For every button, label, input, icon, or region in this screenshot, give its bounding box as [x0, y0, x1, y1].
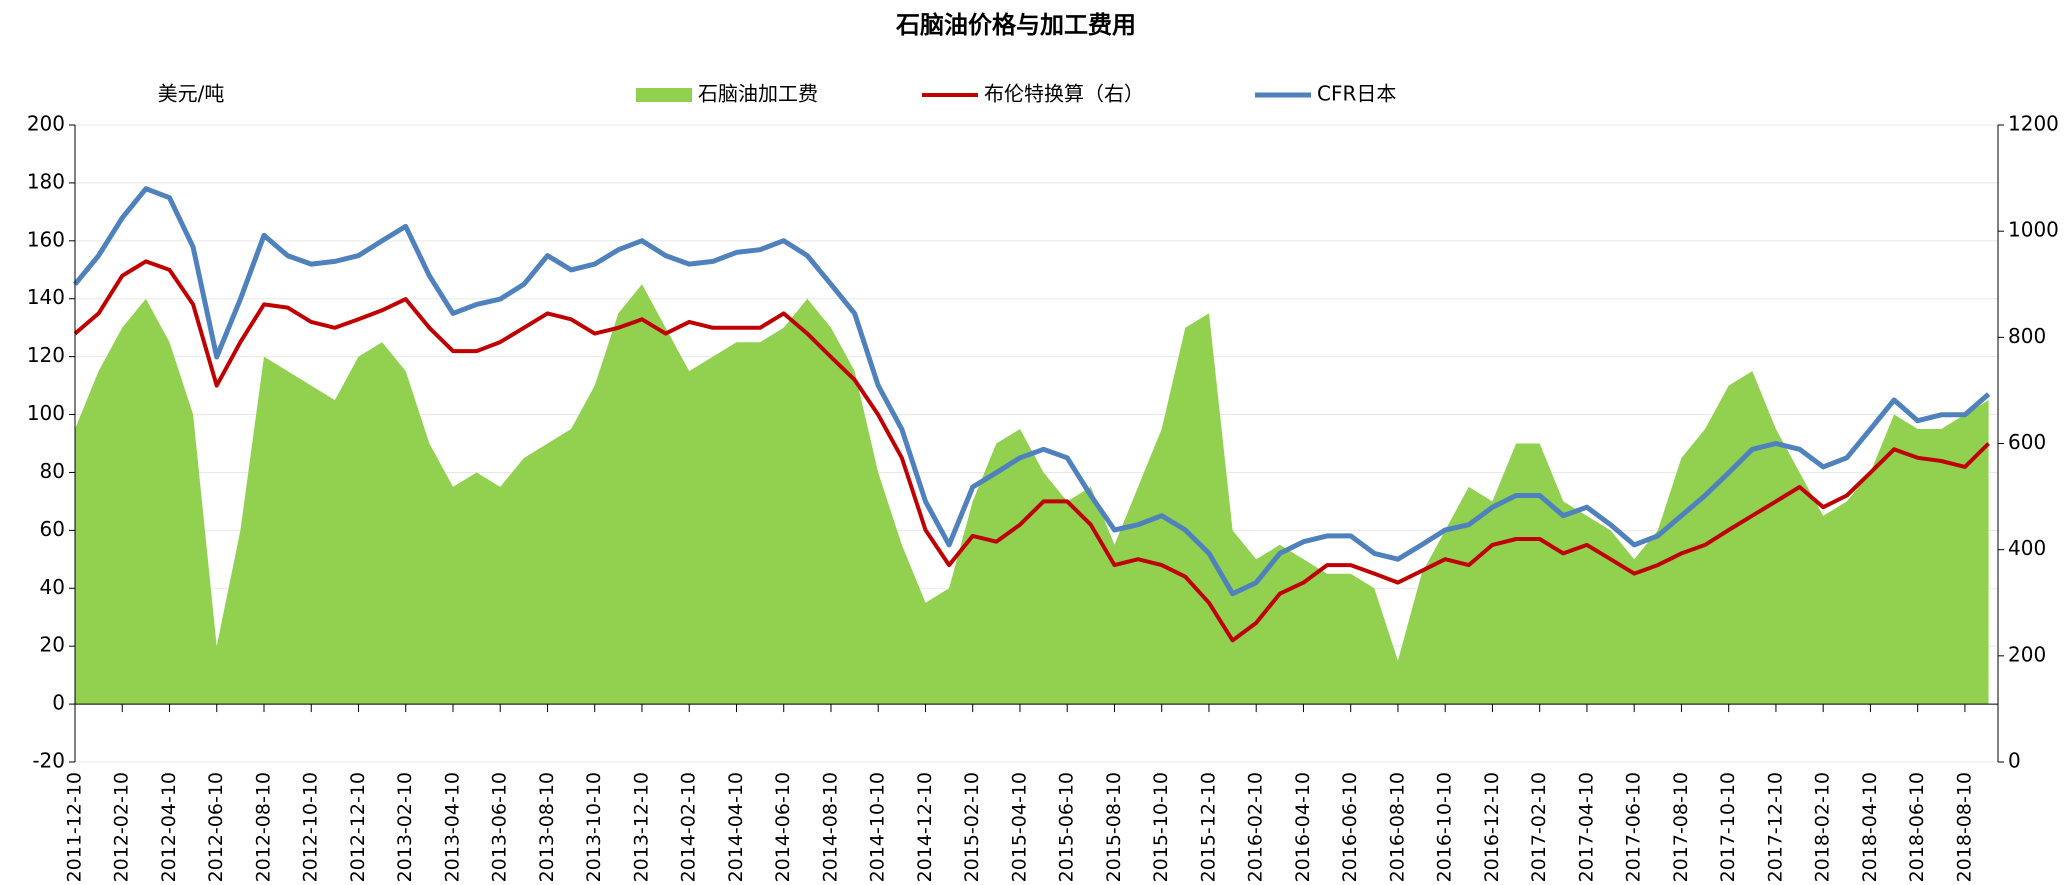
x-tick-label: 2012-10-10 — [300, 772, 322, 882]
y-tick-label: 0 — [52, 691, 65, 715]
legend-label: 布伦特换算（右） — [984, 82, 1144, 106]
x-tick-label: 2015-10-10 — [1150, 772, 1172, 882]
y2-tick-label: 800 — [2008, 324, 2046, 348]
x-tick-label: 2015-06-10 — [1056, 772, 1078, 882]
x-tick-label: 2015-04-10 — [1008, 772, 1030, 882]
y2-tick-label: 1000 — [2008, 218, 2059, 242]
x-tick-label: 2017-02-10 — [1528, 772, 1550, 882]
x-tick-label: 2013-04-10 — [441, 772, 463, 882]
y2-tick-label: 1200 — [2008, 112, 2059, 136]
y-tick-label: 60 — [40, 517, 65, 541]
y2-tick-label: 0 — [2008, 749, 2021, 773]
x-tick-label: 2018-02-10 — [1812, 772, 1834, 882]
x-tick-label: 2018-04-10 — [1859, 772, 1881, 882]
x-tick-label: 2013-06-10 — [489, 772, 511, 882]
y-tick-label: 40 — [40, 575, 65, 599]
y-tick-label: 20 — [40, 633, 65, 657]
y-tick-label: 120 — [27, 343, 65, 367]
x-tick-label: 2015-08-10 — [1103, 772, 1125, 882]
x-tick-label: 2012-12-10 — [347, 772, 369, 882]
x-tick-label: 2015-02-10 — [961, 772, 983, 882]
x-tick-label: 2016-10-10 — [1434, 772, 1456, 882]
x-tick-label: 2012-06-10 — [205, 772, 227, 882]
legend-label: 石脑油加工费 — [698, 82, 818, 106]
x-tick-label: 2014-12-10 — [914, 772, 936, 882]
y-tick-label: 200 — [27, 112, 65, 136]
x-tick-label: 2012-02-10 — [111, 772, 133, 882]
x-tick-label: 2012-04-10 — [158, 772, 180, 882]
x-tick-label: 2017-04-10 — [1575, 772, 1597, 882]
x-tick-label: 2016-12-10 — [1481, 772, 1503, 882]
x-tick-label: 2014-02-10 — [678, 772, 700, 882]
legend-label: CFR日本 — [1317, 82, 1396, 106]
x-tick-label: 2011-12-10 — [64, 772, 86, 882]
y-axis-label: 美元/吨 — [158, 82, 225, 106]
y2-tick-label: 200 — [2008, 642, 2046, 666]
x-tick-label: 2018-06-10 — [1906, 772, 1928, 882]
x-tick-label: 2017-12-10 — [1764, 772, 1786, 882]
area — [75, 284, 1989, 705]
x-tick-label: 2013-12-10 — [630, 772, 652, 882]
x-tick-label: 2012-08-10 — [252, 772, 274, 882]
x-tick-label: 2014-06-10 — [772, 772, 794, 882]
x-tick-label: 2014-04-10 — [725, 772, 747, 882]
x-tick-label: 2014-10-10 — [867, 772, 889, 882]
x-tick-label: 2015-12-10 — [1197, 772, 1219, 882]
y-tick-label: 140 — [27, 285, 65, 309]
y2-tick-label: 600 — [2008, 430, 2046, 454]
y-tick-label: 80 — [40, 459, 65, 483]
line — [73, 186, 1991, 597]
x-tick-label: 2016-04-10 — [1292, 772, 1314, 882]
x-tick-label: 2016-08-10 — [1386, 772, 1408, 882]
x-tick-label: 2017-06-10 — [1623, 772, 1645, 882]
legend-swatch — [636, 88, 692, 102]
x-tick-label: 2018-08-10 — [1953, 772, 1975, 882]
x-tick-label: 2016-06-10 — [1339, 772, 1361, 882]
x-tick-label: 2013-10-10 — [583, 772, 605, 882]
x-tick-label: 2013-02-10 — [394, 772, 416, 882]
y-tick-label: 100 — [27, 401, 65, 425]
y-tick-label: -20 — [32, 749, 65, 773]
x-tick-label: 2017-08-10 — [1670, 772, 1692, 882]
x-tick-label: 2016-02-10 — [1245, 772, 1267, 882]
y-tick-label: 160 — [27, 227, 65, 251]
x-tick-label: 2014-08-10 — [819, 772, 841, 882]
chart-title: 石脑油价格与加工费用 — [895, 11, 1136, 39]
y2-tick-label: 400 — [2008, 536, 2046, 560]
y-tick-label: 180 — [27, 169, 65, 193]
x-tick-label: 2013-08-10 — [536, 772, 558, 882]
x-tick-label: 2017-10-10 — [1717, 772, 1739, 882]
line — [73, 259, 1991, 643]
